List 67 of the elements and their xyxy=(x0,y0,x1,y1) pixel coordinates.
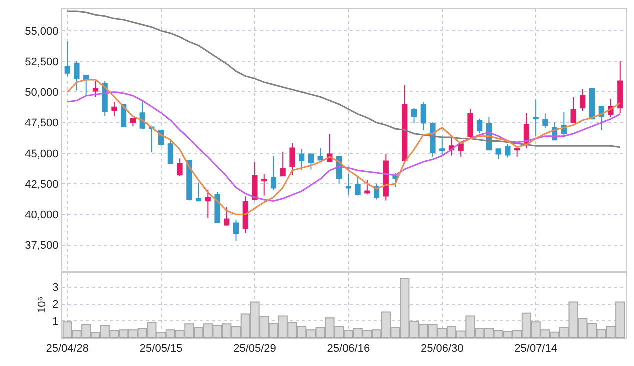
y-tick-label: 40,000 xyxy=(25,210,59,222)
candlestick xyxy=(346,174,352,196)
candlestick xyxy=(196,182,202,202)
y-tick-label: 47,500 xyxy=(25,118,59,130)
x-tick-label: 25/05/29 xyxy=(234,343,276,356)
candlestick xyxy=(224,206,230,226)
candlestick xyxy=(468,108,474,139)
candlestick xyxy=(364,180,370,196)
y-tick-label: 37,500 xyxy=(25,240,59,252)
candlestick xyxy=(440,136,446,156)
candlestick xyxy=(214,192,220,224)
x-tick-label: 25/07/14 xyxy=(514,343,558,356)
candlestick xyxy=(233,219,240,242)
candlestick xyxy=(496,148,502,160)
candlestick xyxy=(177,158,183,177)
candlestick xyxy=(280,151,286,177)
candlestick xyxy=(402,84,408,162)
candlestick xyxy=(420,102,426,130)
candlestick xyxy=(252,162,258,202)
candlestick xyxy=(186,160,192,202)
line-series xyxy=(66,91,622,202)
y-tick-label: 3 xyxy=(52,282,59,294)
candlestick xyxy=(242,196,248,234)
candlestick xyxy=(308,154,314,170)
candlestick xyxy=(270,156,277,192)
candlestick xyxy=(64,41,70,77)
candlestick xyxy=(411,108,418,124)
candlestick xyxy=(84,74,90,96)
candlestick xyxy=(112,102,118,117)
candlestick xyxy=(130,118,136,128)
candlestick xyxy=(580,88,586,112)
candlestick xyxy=(262,174,268,196)
candlestick xyxy=(74,60,80,92)
x-tick-label: 25/04/28 xyxy=(46,343,90,356)
candlestick xyxy=(355,176,361,196)
y-tick-label: 55,000 xyxy=(25,26,59,38)
y-tick-label: 2 xyxy=(52,299,59,312)
candlestick xyxy=(533,99,539,137)
candlestick xyxy=(570,96,576,124)
x-tick-label: 25/06/30 xyxy=(420,343,464,356)
candlestick xyxy=(92,80,99,98)
y-axis-title: 10⁶ xyxy=(36,296,48,314)
candlestick xyxy=(205,189,211,219)
candlestick xyxy=(589,87,596,120)
y-tick-label: 50,000 xyxy=(25,87,59,100)
candlestick xyxy=(290,142,296,176)
candlestick xyxy=(505,144,511,158)
candlestick xyxy=(458,141,464,158)
y-tick-label: 52,500 xyxy=(25,56,59,68)
x-tick-label: 25/06/16 xyxy=(327,343,370,356)
line-series xyxy=(66,10,622,148)
candlestick xyxy=(430,122,436,158)
x-tick-label: 25/05/15 xyxy=(140,343,183,356)
candlestick xyxy=(618,60,624,114)
candlestick xyxy=(140,102,146,130)
candlestick xyxy=(514,148,520,158)
candlestick xyxy=(299,149,305,171)
line-series xyxy=(66,79,622,216)
candlestick xyxy=(383,154,389,202)
candlestick xyxy=(318,148,324,161)
candlestick xyxy=(542,113,548,129)
candlestick xyxy=(168,140,174,165)
candlestick xyxy=(477,118,483,134)
candlestick xyxy=(524,112,530,150)
y-tick-label: 1 xyxy=(52,316,59,328)
y-tick-label: 45,000 xyxy=(25,148,59,160)
y-tick-label: 42,500 xyxy=(25,178,59,191)
